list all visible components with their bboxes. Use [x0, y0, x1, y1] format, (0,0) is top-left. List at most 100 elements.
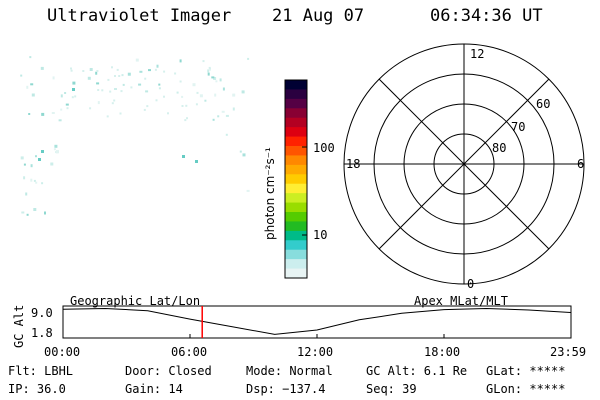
aurora-pixel: [58, 119, 62, 122]
aurora-pixel: [232, 107, 235, 111]
aurora-pixel: [60, 108, 63, 111]
status-gain: Gain: 14: [125, 382, 183, 396]
aurora-pixel: [72, 81, 76, 85]
aurora-pixel: [114, 75, 116, 77]
aurora-pixel: [29, 56, 32, 59]
aurora-pixel: [181, 95, 184, 98]
aurora-pixel: [96, 70, 99, 72]
aurora-pixel: [204, 99, 207, 102]
colorbar-segment: [285, 212, 307, 223]
aurora-pixel: [97, 89, 100, 91]
aurora-pixel: [53, 148, 56, 151]
aurora-pixel: [143, 108, 146, 111]
aurora-pixel: [60, 94, 63, 98]
aurora-pixel: [50, 162, 54, 166]
timeline-x-tick: 00:00: [44, 345, 81, 359]
aurora-pixel: [114, 88, 117, 90]
aurora-pixel: [41, 112, 45, 116]
colorbar-segment: [285, 193, 307, 204]
aurora-pixel: [202, 60, 205, 63]
aurora-pixel: [65, 103, 69, 106]
aurora-pixel: [26, 213, 29, 216]
date-label: 21 Aug 07: [272, 6, 365, 26]
aurora-pixel: [35, 181, 38, 184]
aurora-pixel: [97, 101, 100, 105]
aurora-pixel: [33, 208, 37, 211]
aurora-pixel: [21, 211, 25, 214]
mlt-label-18: 18: [346, 157, 361, 171]
aurora-pixel: [207, 72, 210, 76]
aurora-pixel: [111, 102, 114, 105]
aurora-pixel: [113, 99, 116, 102]
aurora-pixel: [87, 76, 91, 80]
aurora-pixel: [138, 83, 142, 86]
aurora-pixel: [179, 80, 182, 83]
aurora-pixel: [158, 87, 161, 90]
aurora-pixel: [52, 76, 55, 80]
aurora-pixel: [66, 107, 69, 110]
aurora-pixel: [26, 85, 29, 89]
colorbar-tick-label: 10: [313, 228, 328, 242]
aurora-pixel: [82, 70, 85, 72]
colorbar-segment: [285, 108, 307, 119]
status-seq: Seq: 39: [366, 382, 417, 396]
mlt-label-12: 12: [470, 47, 485, 61]
aurora-pixel: [207, 69, 210, 73]
aurora-pixel: [199, 94, 203, 98]
aurora-bright-pixel: [182, 155, 185, 158]
timeline-x-tick: 06:00: [171, 345, 208, 359]
aurora-pixel: [109, 90, 112, 93]
colorbar-segment: [285, 174, 307, 185]
aurora-pixel: [121, 74, 124, 77]
aurora-pixel: [127, 72, 131, 76]
aurora-pixel: [239, 150, 242, 153]
colorbar-segment: [285, 146, 307, 157]
aurora-pixel: [192, 83, 196, 87]
aurora-pixel: [120, 90, 123, 93]
aurora-pixel: [185, 104, 188, 107]
aurora-pixel: [219, 78, 222, 82]
aurora-pixel: [215, 80, 218, 83]
aurora-pixel: [107, 78, 110, 81]
aurora-pixel: [31, 93, 35, 97]
colorbar-segment: [285, 249, 307, 260]
lat-label-60: 60: [536, 97, 551, 111]
timeline-right-title: Apex MLat/MLT: [414, 294, 508, 308]
aurora-pixel: [232, 93, 236, 97]
aurora-pixel: [155, 99, 158, 102]
aurora-pixel: [222, 87, 225, 91]
aurora-pixel: [23, 176, 26, 180]
aurora-pixel: [56, 150, 59, 154]
aurora-pixel: [163, 95, 165, 98]
aurora-pixel: [41, 182, 44, 185]
aurora-pixel: [30, 83, 34, 86]
status-ip: IP: 36.0: [8, 382, 66, 396]
colorbar-segment: [285, 230, 307, 241]
aurora-pixel: [139, 70, 143, 73]
lat-label-70: 70: [511, 120, 526, 134]
aurora-pixel: [179, 59, 182, 63]
mlt-label-6: 6: [577, 157, 585, 171]
aurora-pixel: [118, 75, 121, 77]
time-label: 06:34:36 UT: [430, 6, 543, 26]
aurora-pixel: [213, 77, 217, 80]
aurora-pixel: [167, 112, 169, 115]
timeline-x-tick: 12:00: [297, 345, 334, 359]
aurora-pixel: [148, 69, 151, 72]
aurora-pixel: [74, 95, 77, 98]
aurora-pixel: [130, 86, 133, 89]
altitude-curve: [62, 307, 571, 335]
status-mode: Mode: Normal: [246, 364, 333, 378]
colorbar-segment: [285, 117, 307, 128]
aurora-pixel: [111, 66, 113, 69]
timeline-x-tick: 18:00: [424, 345, 461, 359]
aurora-pixel: [145, 90, 149, 93]
aurora-pixel: [40, 66, 44, 70]
aurora-pixel: [20, 156, 24, 160]
colorbar-segment: [285, 202, 307, 213]
aurora-bright-pixel: [195, 160, 198, 163]
aurora-pixel: [154, 68, 157, 71]
